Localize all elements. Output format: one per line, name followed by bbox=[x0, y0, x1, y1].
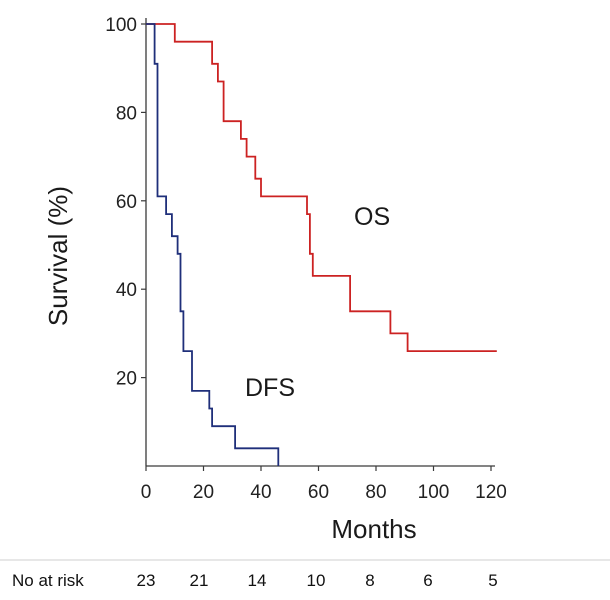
x-ticks: 0 20 40 60 80 100 120 bbox=[141, 466, 507, 503]
x-tick-label: 120 bbox=[475, 482, 507, 503]
y-ticks: 20 40 60 80 100 bbox=[105, 15, 146, 390]
x-tick-label: 20 bbox=[193, 482, 214, 503]
plot-area: 20 40 60 80 100 0 20 40 60 80 100 120 bbox=[105, 15, 507, 503]
y-axis-title: Survival (%) bbox=[43, 186, 73, 326]
y-tick-label: 40 bbox=[116, 280, 137, 301]
risk-table-value: 5 bbox=[488, 571, 497, 590]
x-tick-label: 40 bbox=[250, 482, 271, 503]
x-tick-label: 80 bbox=[365, 482, 386, 503]
risk-table-value: 10 bbox=[307, 571, 326, 590]
risk-table-value: 8 bbox=[365, 571, 374, 590]
y-tick-label: 100 bbox=[105, 15, 137, 36]
y-tick-label: 20 bbox=[116, 369, 137, 390]
series-line-dfs bbox=[146, 23, 280, 466]
risk-table-value: 6 bbox=[423, 571, 432, 590]
y-tick-label: 60 bbox=[116, 192, 137, 213]
x-tick-label: 100 bbox=[418, 482, 450, 503]
x-tick-label: 60 bbox=[308, 482, 329, 503]
series-label-dfs: DFS bbox=[245, 374, 295, 402]
series-line-os bbox=[146, 23, 497, 352]
risk-table-values: 23 21 14 10 8 6 5 bbox=[137, 571, 498, 590]
x-tick-label: 0 bbox=[141, 482, 152, 503]
series-layer bbox=[146, 23, 497, 466]
series-label-os: OS bbox=[354, 203, 390, 231]
risk-table-value: 21 bbox=[190, 571, 209, 590]
x-axis-title: Months bbox=[331, 514, 416, 544]
y-tick-label: 80 bbox=[116, 103, 137, 124]
risk-table-label: No at risk bbox=[12, 571, 84, 590]
risk-table-value: 23 bbox=[137, 571, 156, 590]
risk-table-value: 14 bbox=[248, 571, 267, 590]
